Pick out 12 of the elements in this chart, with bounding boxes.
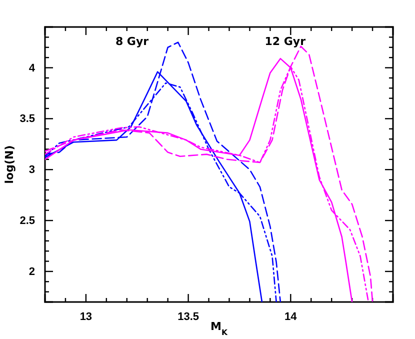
annotation: 8 Gyr bbox=[115, 35, 150, 48]
x-tick-label: 14 bbox=[284, 310, 298, 323]
y-tick-label: 3 bbox=[28, 164, 35, 176]
y-tick-label: 4 bbox=[28, 62, 36, 74]
annotation: 12 Gyr bbox=[264, 35, 306, 48]
y-tick-label: 2.5 bbox=[20, 215, 35, 228]
y-axis-title: log(N) bbox=[3, 145, 16, 184]
x-axis-title: M$_{K}$ bbox=[210, 320, 228, 336]
x-tick-label: 13.5 bbox=[178, 310, 200, 323]
y-tick-label: 2 bbox=[28, 266, 35, 278]
y-tick-label: 3.5 bbox=[20, 113, 35, 126]
x-tick-label: 13 bbox=[80, 310, 92, 323]
